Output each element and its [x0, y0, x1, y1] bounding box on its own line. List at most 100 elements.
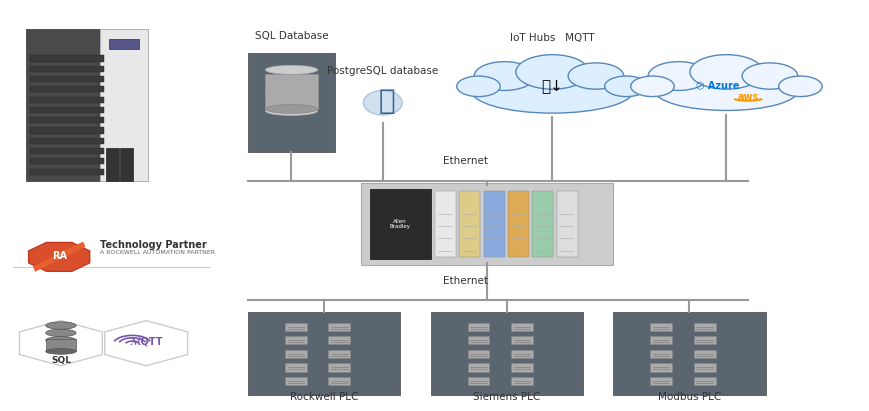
Ellipse shape [471, 68, 633, 113]
Bar [45, 339, 76, 351]
FancyBboxPatch shape [649, 323, 672, 331]
FancyBboxPatch shape [109, 39, 139, 49]
FancyBboxPatch shape [284, 363, 307, 372]
Polygon shape [29, 242, 90, 271]
Ellipse shape [46, 329, 76, 337]
Ellipse shape [653, 70, 797, 111]
Polygon shape [104, 321, 188, 366]
FancyBboxPatch shape [511, 323, 533, 331]
Ellipse shape [46, 337, 76, 344]
Circle shape [474, 62, 534, 90]
Bar [30, 148, 104, 154]
FancyBboxPatch shape [468, 336, 488, 344]
Circle shape [567, 63, 623, 89]
FancyBboxPatch shape [328, 363, 349, 372]
FancyBboxPatch shape [532, 191, 553, 257]
FancyBboxPatch shape [693, 336, 715, 344]
Circle shape [630, 76, 673, 97]
FancyBboxPatch shape [468, 350, 488, 358]
FancyBboxPatch shape [483, 191, 504, 257]
FancyBboxPatch shape [248, 312, 400, 395]
Bar [30, 76, 104, 82]
Circle shape [741, 63, 797, 89]
FancyBboxPatch shape [649, 336, 672, 344]
Text: Allen
Bradley: Allen Bradley [389, 219, 410, 229]
FancyBboxPatch shape [511, 363, 533, 372]
FancyBboxPatch shape [328, 377, 349, 385]
FancyBboxPatch shape [468, 363, 488, 372]
FancyBboxPatch shape [459, 191, 480, 257]
Ellipse shape [265, 104, 317, 113]
Text: Siemens PLC: Siemens PLC [473, 392, 540, 402]
Bar [30, 127, 104, 134]
Bar [30, 169, 104, 175]
FancyBboxPatch shape [649, 363, 672, 372]
Text: ℳQTT: ℳQTT [129, 337, 163, 347]
Bar [30, 86, 104, 92]
Ellipse shape [46, 349, 76, 354]
Text: Modbus PLC: Modbus PLC [657, 392, 720, 402]
Circle shape [647, 62, 708, 90]
FancyBboxPatch shape [693, 350, 715, 358]
FancyBboxPatch shape [511, 377, 533, 385]
Bar [30, 117, 104, 123]
Text: Ethernet: Ethernet [442, 157, 488, 166]
Text: IoT Hubs   MQTT: IoT Hubs MQTT [509, 33, 594, 43]
Circle shape [778, 76, 821, 97]
FancyBboxPatch shape [430, 312, 582, 395]
Text: PostgreSQL database: PostgreSQL database [327, 66, 438, 76]
Text: SQL: SQL [51, 356, 70, 365]
Text: RA: RA [51, 251, 67, 261]
Bar [30, 97, 104, 103]
Circle shape [689, 55, 762, 89]
FancyBboxPatch shape [511, 350, 533, 358]
FancyBboxPatch shape [693, 363, 715, 372]
Text: Technology Partner: Technology Partner [100, 240, 207, 249]
FancyBboxPatch shape [120, 148, 133, 181]
Bar [30, 66, 104, 72]
Circle shape [456, 76, 500, 97]
FancyBboxPatch shape [507, 191, 528, 257]
FancyBboxPatch shape [511, 336, 533, 344]
Text: 🐘: 🐘 [378, 87, 395, 115]
FancyBboxPatch shape [649, 350, 672, 358]
FancyBboxPatch shape [284, 350, 307, 358]
FancyBboxPatch shape [434, 191, 455, 257]
Text: Rockwell PLC: Rockwell PLC [289, 392, 358, 402]
Bar [265, 74, 317, 109]
Ellipse shape [46, 322, 76, 329]
FancyBboxPatch shape [693, 377, 715, 385]
FancyBboxPatch shape [613, 312, 765, 395]
FancyBboxPatch shape [284, 336, 307, 344]
FancyBboxPatch shape [468, 377, 488, 385]
Ellipse shape [265, 86, 317, 95]
Text: A ROCKWELL AUTOMATION PARTNER: A ROCKWELL AUTOMATION PARTNER [100, 250, 215, 255]
FancyBboxPatch shape [328, 350, 349, 358]
Circle shape [515, 55, 588, 89]
Bar [30, 138, 104, 144]
Bar [30, 107, 104, 113]
Ellipse shape [363, 90, 402, 115]
FancyBboxPatch shape [222, 0, 869, 411]
FancyBboxPatch shape [556, 191, 577, 257]
FancyBboxPatch shape [284, 377, 307, 385]
Circle shape [604, 76, 647, 97]
FancyBboxPatch shape [361, 183, 613, 265]
FancyBboxPatch shape [693, 323, 715, 331]
Ellipse shape [265, 106, 317, 115]
Polygon shape [19, 321, 103, 366]
Ellipse shape [265, 65, 317, 74]
Text: ⬡ Azure: ⬡ Azure [695, 81, 739, 90]
Text: Ethernet: Ethernet [442, 276, 488, 286]
FancyBboxPatch shape [284, 323, 307, 331]
FancyBboxPatch shape [649, 377, 672, 385]
FancyBboxPatch shape [26, 29, 148, 181]
FancyBboxPatch shape [328, 336, 349, 344]
Text: Softing: Softing [102, 22, 124, 27]
FancyBboxPatch shape [369, 189, 430, 259]
Text: aws: aws [737, 92, 758, 102]
Bar [30, 158, 104, 164]
FancyBboxPatch shape [328, 323, 349, 331]
Bar [30, 55, 104, 62]
FancyBboxPatch shape [468, 323, 488, 331]
